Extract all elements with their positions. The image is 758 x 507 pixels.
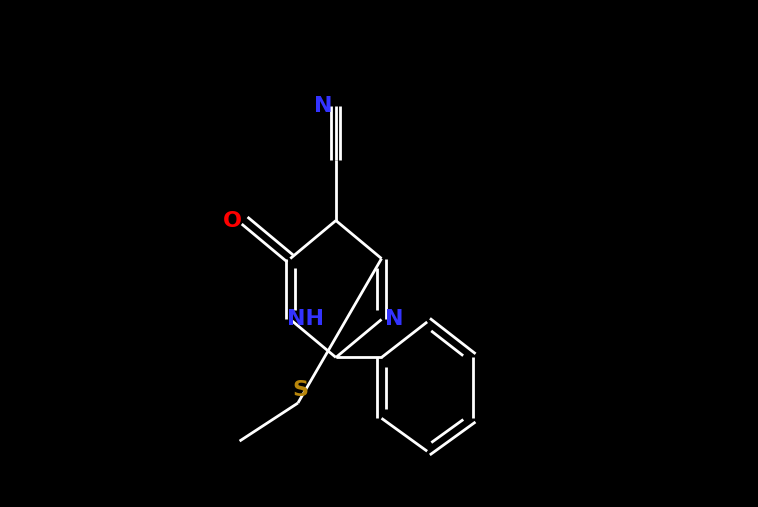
Text: N: N <box>314 96 333 117</box>
Text: NH: NH <box>287 309 324 330</box>
Text: O: O <box>222 210 242 231</box>
Text: N: N <box>385 309 403 330</box>
Text: S: S <box>293 380 309 401</box>
